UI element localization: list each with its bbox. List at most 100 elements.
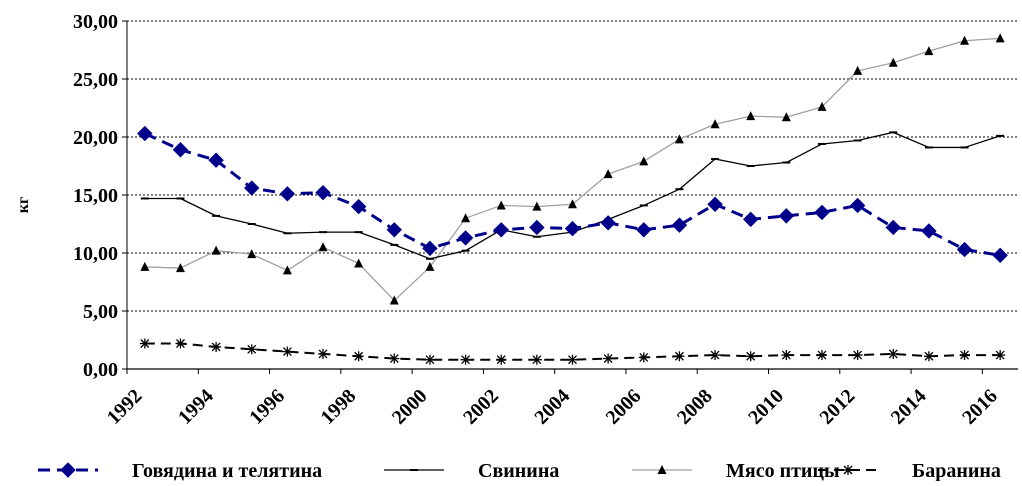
series-line <box>144 131 1001 260</box>
y-tick-label: 5,00 <box>83 301 118 323</box>
data-point <box>282 265 292 275</box>
series-line <box>144 132 1001 257</box>
data-point <box>354 258 364 268</box>
data-point <box>208 152 224 168</box>
data-point <box>493 222 509 238</box>
legend-item: Мясо птицы <box>632 460 840 482</box>
data-point <box>600 215 616 231</box>
data-point <box>137 125 153 142</box>
x-tick-label: 1998 <box>317 385 361 429</box>
data-point <box>172 142 189 158</box>
series-layer <box>137 33 1008 365</box>
data-point <box>852 350 863 361</box>
y-axis-label: кг <box>15 197 32 213</box>
x-tick-label: 2010 <box>744 385 788 429</box>
data-point <box>244 180 260 196</box>
data-point <box>568 199 577 209</box>
data-point <box>992 247 1008 264</box>
data-point <box>636 222 652 238</box>
data-point <box>282 346 293 357</box>
data-point <box>843 465 853 475</box>
series-1 <box>140 131 1005 260</box>
x-tick-label: 2002 <box>459 385 503 429</box>
data-point <box>389 353 400 364</box>
data-point <box>60 462 76 478</box>
data-point <box>279 186 296 202</box>
data-point <box>603 353 614 364</box>
data-point <box>888 348 899 359</box>
x-tick-label: 2004 <box>530 385 574 429</box>
series-0 <box>137 125 1008 264</box>
x-tick-label: 1996 <box>245 385 289 429</box>
data-point <box>674 351 685 362</box>
data-point <box>816 350 827 361</box>
data-point <box>814 204 830 221</box>
data-point <box>956 241 973 258</box>
data-point <box>424 354 435 365</box>
data-point <box>746 111 756 121</box>
data-point <box>532 201 542 211</box>
x-tick-label: 2014 <box>887 385 931 429</box>
data-point <box>564 220 581 237</box>
data-point <box>853 65 863 75</box>
data-point <box>529 219 545 236</box>
data-point <box>353 351 364 362</box>
legend-item: Говядина и телятина <box>38 460 322 482</box>
data-point <box>425 261 435 271</box>
y-tick-label: 25,00 <box>73 69 118 91</box>
x-tick-label: 2000 <box>388 385 432 429</box>
data-point <box>318 242 328 252</box>
data-point <box>923 351 934 362</box>
data-point <box>567 354 578 365</box>
data-point <box>461 213 471 223</box>
data-point <box>817 101 827 111</box>
data-point <box>422 240 438 257</box>
data-point <box>211 245 221 255</box>
data-point <box>496 354 507 365</box>
data-point <box>386 222 403 238</box>
data-point <box>247 249 257 259</box>
x-tick-label: 1994 <box>174 385 218 429</box>
y-axis: 0,00 5,00 10,00 15,00 20,00 25,00 30,00 <box>73 11 128 381</box>
data-point <box>921 223 937 239</box>
data-point <box>496 200 506 210</box>
legend-label: Свинина <box>478 460 559 481</box>
data-point <box>175 263 185 273</box>
data-point <box>531 354 542 365</box>
series-line <box>144 37 1001 302</box>
x-tick-label: 2016 <box>958 385 1002 429</box>
data-point <box>924 46 934 56</box>
y-tick-label: 10,00 <box>73 243 118 265</box>
data-point <box>710 119 720 129</box>
legend-label: Баранина <box>912 460 1001 481</box>
data-point <box>995 33 1005 43</box>
data-point <box>671 217 688 233</box>
data-point <box>960 35 970 45</box>
x-tick-label: 1992 <box>103 385 147 429</box>
series-3 <box>139 338 1006 365</box>
data-point <box>315 184 331 201</box>
data-point <box>885 219 901 236</box>
data-point <box>781 350 792 361</box>
data-point <box>745 351 756 362</box>
y-tick-label: 20,00 <box>73 127 118 149</box>
data-point <box>638 352 649 363</box>
legend-label: Мясо птицы <box>726 460 840 481</box>
y-tick-label: 30,00 <box>73 11 118 33</box>
data-point <box>742 211 759 228</box>
x-tick-label: 2006 <box>602 385 646 429</box>
data-point <box>657 465 667 474</box>
x-axis: 1992 1994 1996 1998 2000 2002 2004 2006 2008 2010… <box>103 368 1018 429</box>
data-point <box>603 169 613 179</box>
data-point <box>781 112 791 122</box>
data-point <box>707 196 723 212</box>
x-tick-label: 2012 <box>815 385 859 429</box>
data-point <box>959 350 970 361</box>
legend-label: Говядина и телятина <box>132 460 322 481</box>
data-point <box>175 338 186 349</box>
data-point <box>350 198 367 215</box>
legend-item: Свинина <box>384 460 559 482</box>
data-point <box>318 348 329 359</box>
